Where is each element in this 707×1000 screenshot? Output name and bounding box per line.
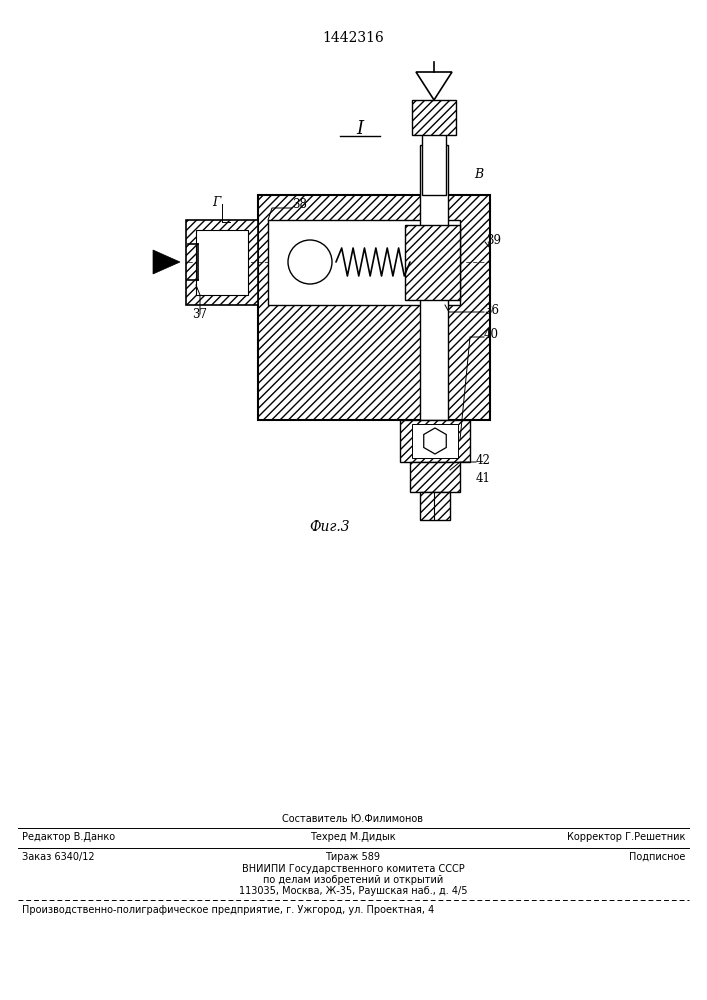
- Bar: [420, 145, 448, 420]
- Polygon shape: [423, 428, 446, 454]
- Bar: [422, 110, 446, 195]
- Polygon shape: [416, 72, 452, 100]
- Bar: [410, 462, 460, 492]
- Text: В: В: [474, 168, 483, 182]
- Text: 39: 39: [486, 233, 501, 246]
- Text: 41: 41: [476, 472, 491, 485]
- Bar: [412, 100, 456, 135]
- Text: Подписное: Подписное: [629, 852, 685, 862]
- Bar: [412, 424, 458, 458]
- Text: I: I: [356, 120, 363, 138]
- Bar: [405, 225, 460, 300]
- Text: 113035, Москва, Ж-35, Раушская наб., д. 4/5: 113035, Москва, Ж-35, Раушская наб., д. …: [239, 886, 467, 896]
- Bar: [400, 420, 470, 462]
- Text: Редактор В.Данко: Редактор В.Данко: [22, 832, 115, 842]
- Text: Фиг.3: Фиг.3: [310, 520, 350, 534]
- Text: Тираж 589: Тираж 589: [325, 852, 380, 862]
- Text: 38: 38: [292, 198, 307, 212]
- Circle shape: [288, 240, 332, 284]
- Text: Производственно-полиграфическое предприятие, г. Ужгород, ул. Проектная, 4: Производственно-полиграфическое предприя…: [22, 905, 434, 915]
- Text: 40: 40: [484, 328, 499, 342]
- Bar: [186, 220, 258, 305]
- Polygon shape: [153, 250, 180, 274]
- Text: ВНИИПИ Государственного комитета СССР: ВНИИПИ Государственного комитета СССР: [242, 864, 464, 874]
- Bar: [258, 195, 490, 420]
- Bar: [420, 492, 450, 520]
- Text: 37: 37: [192, 308, 207, 322]
- Text: 42: 42: [476, 454, 491, 466]
- Text: 36: 36: [484, 304, 499, 316]
- Bar: [196, 230, 248, 295]
- Bar: [268, 220, 460, 305]
- Text: Заказ 6340/12: Заказ 6340/12: [22, 852, 95, 862]
- Text: по делам изобретений и открытий: по делам изобретений и открытий: [263, 875, 443, 885]
- Text: 1442316: 1442316: [322, 31, 384, 45]
- Text: Корректор Г.Решетник: Корректор Г.Решетник: [566, 832, 685, 842]
- Text: Г: Г: [212, 196, 220, 209]
- Text: Составитель Ю.Филимонов: Составитель Ю.Филимонов: [283, 814, 423, 824]
- Text: Техред М.Дидык: Техред М.Дидык: [310, 832, 396, 842]
